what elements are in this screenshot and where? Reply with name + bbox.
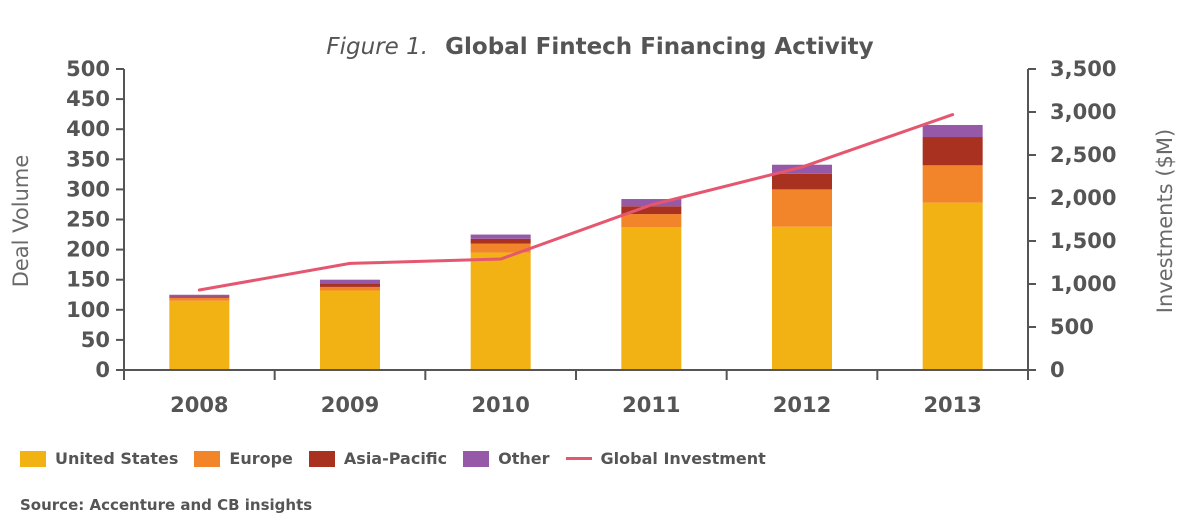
chart-title: Figure 1. Global Fintech Financing Activ…: [326, 34, 873, 60]
source-note: Source: Accenture and CB insights: [20, 496, 313, 514]
chart-title-main: Global Fintech Financing Activity: [445, 34, 873, 60]
bar-asia-pacific-2010: [470, 238, 531, 244]
left-tick-label-150: 150: [66, 268, 110, 292]
right-tick-label-500: 500: [1050, 315, 1094, 339]
right-tick-label-2-500: 2,500: [1050, 143, 1116, 167]
left-y-axis: 0 50 100 150 200 250 300 350 400 450 500: [66, 57, 125, 382]
left-tick-label-50: 50: [81, 328, 110, 352]
legend-swatch-other: [463, 450, 490, 467]
bar-europe-2012: [772, 189, 832, 227]
legend-item-asia-pacific: Asia-Pacific: [308, 449, 448, 468]
investment-line-path: [199, 113, 954, 292]
investment-point-2013: [951, 113, 955, 117]
left-tick-label-250: 250: [66, 208, 110, 232]
investment-line: [197, 113, 955, 292]
legend-swatch-asia-pacific: [308, 450, 335, 467]
right-tick-label-1-500: 1,500: [1050, 229, 1116, 253]
right-tick-label-1-000: 1,000: [1050, 272, 1116, 296]
x-tick-label-2011: 2011: [622, 393, 680, 417]
fintech-chart: Figure 1. Global Fintech Financing Activ…: [9, 34, 1177, 417]
left-tick-label-300: 300: [66, 177, 110, 201]
left-tick-label-200: 200: [66, 238, 110, 262]
bar-europe-2013: [922, 165, 983, 203]
left-axis-label: Deal Volume: [9, 155, 33, 288]
bar-united-states-2011: [621, 227, 682, 370]
bar-united-states-2008: [169, 300, 230, 370]
right-tick-label-2-000: 2,000: [1050, 186, 1116, 210]
legend-item-other: Other: [463, 449, 550, 468]
legend-swatch-global-investment: [565, 457, 592, 460]
bar-united-states-2009: [320, 290, 380, 370]
bar-asia-pacific-2012: [772, 173, 832, 190]
bar-united-states-2012: [772, 226, 832, 370]
right-y-axis: 0 500 1,000 1,500 2,000 2,500 3,000 3,500: [1027, 57, 1116, 382]
legend-item-global-investment: Global Investment: [565, 449, 766, 468]
bar-other-2013: [922, 124, 983, 138]
bar-other-2010: [470, 234, 531, 239]
bar-europe-2011: [621, 214, 682, 228]
legend-item-europe: Europe: [194, 449, 293, 468]
investment-point-2008: [197, 288, 201, 292]
legend-label-global-investment: Global Investment: [600, 449, 766, 468]
left-tick-label-500: 500: [66, 57, 110, 81]
bar-asia-pacific-2008: [169, 296, 230, 298]
left-tick-label-100: 100: [66, 298, 110, 322]
x-tick-label-2009: 2009: [321, 393, 379, 417]
bar-asia-pacific-2011: [621, 206, 682, 215]
right-tick-label-0: 0: [1050, 358, 1065, 382]
investment-point-2012: [800, 165, 804, 169]
legend-item-united-states: United States: [20, 449, 178, 468]
bar-united-states-2010: [470, 252, 531, 370]
left-tick-label-0: 0: [95, 358, 110, 382]
x-tick-label-2008: 2008: [170, 393, 228, 417]
left-tick-label-400: 400: [66, 117, 110, 141]
legend-label-europe: Europe: [229, 449, 293, 468]
x-tick-label-2013: 2013: [923, 393, 981, 417]
legend-swatch-united-states: [20, 450, 46, 467]
investment-point-2009: [348, 261, 352, 265]
legend-label-united-states: United States: [55, 449, 179, 468]
chart-title-prefix: Figure 1.: [326, 34, 428, 60]
legend: United States Europe Asia-Pacific Other …: [20, 449, 782, 468]
bar-europe-2008: [169, 297, 230, 301]
right-tick-label-3-000: 3,000: [1050, 100, 1116, 124]
bar-asia-pacific-2013: [922, 137, 983, 166]
bar-europe-2009: [320, 286, 380, 291]
bar-asia-pacific-2009: [320, 283, 380, 287]
legend-label-asia-pacific: Asia-Pacific: [343, 449, 448, 468]
right-axis-label: Investments ($M): [1153, 129, 1177, 313]
bar-other-2008: [169, 294, 230, 297]
bar-other-2009: [320, 279, 380, 284]
legend-label-other: Other: [498, 449, 550, 468]
bar-united-states-2013: [922, 202, 983, 370]
bars: [169, 124, 983, 370]
left-tick-label-450: 450: [66, 87, 110, 111]
bar-europe-2010: [470, 243, 531, 253]
right-tick-label-3-500: 3,500: [1050, 57, 1116, 81]
x-tick-label-2012: 2012: [773, 393, 831, 417]
investment-point-2010: [499, 257, 503, 261]
x-tick-label-2010: 2010: [471, 393, 529, 417]
x-axis: 2008 2009 2010 2011 2012 2013: [123, 369, 1029, 417]
left-tick-label-350: 350: [66, 147, 110, 171]
investment-point-2011: [649, 203, 653, 207]
bar-other-2012: [772, 164, 832, 174]
legend-swatch-europe: [194, 450, 221, 467]
bar-other-2011: [621, 199, 682, 207]
